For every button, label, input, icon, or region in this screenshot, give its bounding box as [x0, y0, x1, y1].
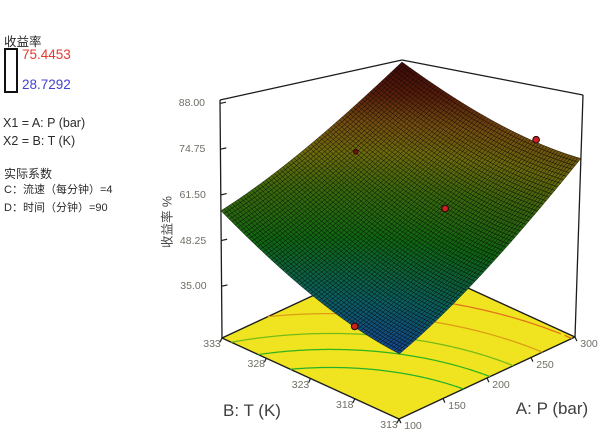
legend-response-title: 收益率 — [4, 35, 42, 49]
legend-panel: 收益率 75.4453 28.7292 X1 = A: P (bar) X2 =… — [0, 0, 150, 431]
legend-max-value: 75.4453 — [22, 47, 71, 62]
legend-min-value: 28.7292 — [22, 77, 71, 92]
actual-factors-header: 实际系数 — [4, 167, 53, 181]
legend-color-bar — [4, 48, 18, 93]
x2-definition: X2 = B: T (K) — [3, 134, 76, 148]
factor-d-line: D：时间（分钟）=90 — [4, 202, 108, 214]
z-axis-title: 收益率 % — [160, 195, 175, 249]
x1-definition: X1 = A: P (bar) — [3, 116, 86, 130]
b-axis-title: B: T (K) — [223, 401, 281, 420]
a-axis-title: A: P (bar) — [515, 399, 589, 418]
factor-c-line: C：流速（每分钟）=4 — [4, 184, 113, 196]
